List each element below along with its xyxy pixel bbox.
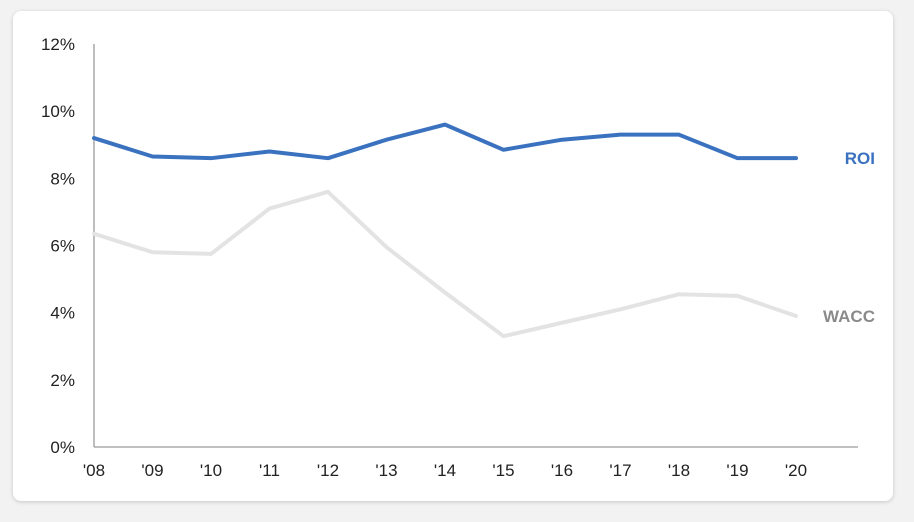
x-tick-label: '18 (668, 461, 690, 480)
series-label-wacc: WACC (823, 307, 875, 326)
y-tick-label: 10% (41, 102, 75, 121)
x-tick-label: '14 (434, 461, 456, 480)
x-tick-label: '09 (141, 461, 163, 480)
x-tick-label: '08 (83, 461, 105, 480)
y-tick-label: 8% (50, 169, 75, 188)
x-tick-label: '20 (785, 461, 807, 480)
y-tick-label: 12% (41, 35, 75, 54)
y-axis-ticks: 0% 2% 4% 6% 8% 10% 12% (41, 35, 75, 457)
series-labels: ROI WACC (823, 149, 875, 326)
x-tick-label: '10 (200, 461, 222, 480)
series-line-roi (92, 122, 798, 161)
x-tick-label: '17 (609, 461, 631, 480)
x-tick-label: '16 (551, 461, 573, 480)
series-lines (92, 122, 798, 339)
chart-card (13, 11, 893, 501)
series-label-roi: ROI (845, 149, 875, 168)
x-tick-label: '15 (492, 461, 514, 480)
x-tick-label: '13 (375, 461, 397, 480)
x-axis-ticks: '08 '09 '10 '11 '12 '13 '14 '15 '16 '17 '18 '19 '20 (83, 461, 807, 480)
series-line-wacc (92, 189, 798, 339)
x-tick-label: '11 (259, 461, 280, 480)
y-tick-label: 0% (50, 438, 75, 457)
y-tick-label: 2% (50, 371, 75, 390)
x-tick-label: '12 (317, 461, 339, 480)
y-tick-label: 6% (50, 237, 75, 256)
x-tick-label: '19 (726, 461, 748, 480)
y-tick-label: 4% (50, 304, 75, 323)
